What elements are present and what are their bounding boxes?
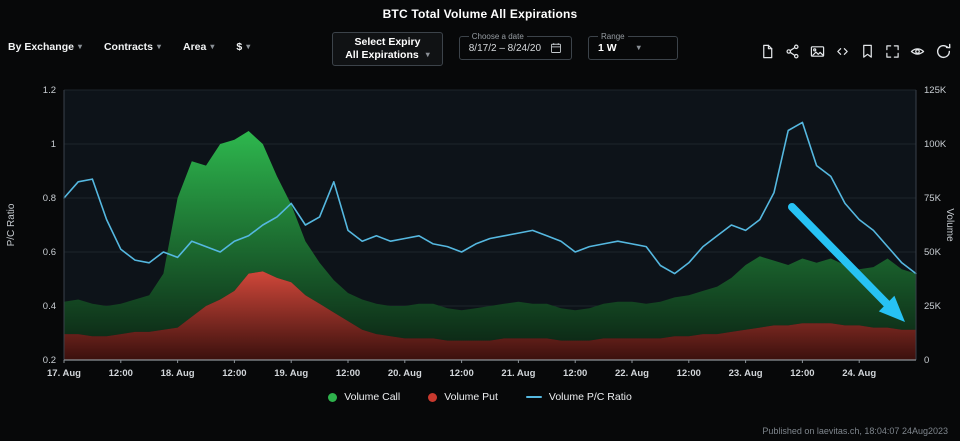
publish-caption: Published on laevitas.ch, 18:04:07 24Aug… bbox=[762, 426, 948, 436]
expiry-label: Select Expiry bbox=[354, 36, 421, 48]
x-axis-ticks: 17. Aug 12:00 18. Aug 12:00 19. Aug 12:00 20. … bbox=[47, 360, 876, 379]
svg-text:12:00: 12:00 bbox=[336, 368, 360, 379]
svg-text:22. Aug: 22. Aug bbox=[615, 368, 649, 379]
svg-text:0.2: 0.2 bbox=[43, 355, 56, 366]
page-title: BTC Total Volume All Expirations bbox=[382, 7, 578, 21]
annotation-arrow bbox=[788, 203, 905, 322]
legend-label: Volume Call bbox=[344, 391, 401, 403]
svg-text:23. Aug: 23. Aug bbox=[729, 368, 763, 379]
toolbar-icons bbox=[760, 30, 952, 60]
chevron-down-icon: ▾ bbox=[77, 42, 82, 51]
range-dropdown[interactable]: Range 1 W ▾ bbox=[588, 32, 679, 60]
svg-text:0: 0 bbox=[924, 355, 929, 366]
chevron-down-icon: ▾ bbox=[156, 42, 161, 51]
svg-text:12:00: 12:00 bbox=[449, 368, 473, 379]
left-axis-title: P/C Ratio bbox=[6, 203, 17, 246]
svg-text:50K: 50K bbox=[924, 247, 942, 258]
center-controls: Select Expiry All Expirations ▾ Choose a… bbox=[332, 30, 679, 66]
svg-text:75K: 75K bbox=[924, 193, 942, 204]
chevron-down-icon: ▾ bbox=[210, 42, 215, 51]
eye-icon[interactable] bbox=[910, 44, 925, 59]
volume-put-area bbox=[64, 271, 916, 360]
filter-label: $ bbox=[236, 41, 243, 53]
chevron-down-icon: ▾ bbox=[246, 42, 251, 51]
svg-text:17. Aug: 17. Aug bbox=[47, 368, 81, 379]
svg-text:18. Aug: 18. Aug bbox=[161, 368, 195, 379]
put-series-marker bbox=[428, 392, 438, 402]
volume-chart-canvas[interactable]: 0.2 0.4 0.6 0.8 1 1.2 0 25K 50K 75K 100K 125K 17. Au… bbox=[0, 80, 960, 386]
svg-text:12:00: 12:00 bbox=[222, 368, 246, 379]
svg-text:0.8: 0.8 bbox=[43, 193, 56, 204]
legend-label: Volume P/C Ratio bbox=[548, 391, 632, 403]
left-axis-ticks: 0.2 0.4 0.6 0.8 1 1.2 bbox=[43, 85, 56, 366]
expiry-value: All Expirations bbox=[345, 49, 419, 61]
filter-label: Contracts bbox=[103, 41, 153, 53]
legend-item-volume-put[interactable]: Volume Put bbox=[428, 391, 498, 403]
chevron-down-icon: ▾ bbox=[636, 43, 641, 52]
svg-text:12:00: 12:00 bbox=[677, 368, 701, 379]
svg-text:24. Aug: 24. Aug bbox=[842, 368, 876, 379]
date-range-value: 8/17/2 – 8/24/20 bbox=[468, 42, 542, 54]
toolbar: By Exchange ▾ Contracts ▾ Area ▾ $ ▾ Sel… bbox=[0, 28, 960, 80]
right-axis-title: Volume bbox=[944, 208, 955, 242]
legend-item-pc-ratio[interactable]: Volume P/C Ratio bbox=[525, 391, 632, 403]
svg-text:25K: 25K bbox=[924, 301, 942, 312]
svg-text:1: 1 bbox=[51, 139, 56, 150]
svg-text:19. Aug: 19. Aug bbox=[274, 368, 308, 379]
filter-label: By Exchange bbox=[8, 41, 74, 53]
legend-item-volume-call[interactable]: Volume Call bbox=[328, 391, 400, 403]
bookmark-icon[interactable] bbox=[860, 44, 875, 59]
filter-contracts[interactable]: Contracts ▾ bbox=[104, 41, 161, 53]
file-export-icon[interactable] bbox=[760, 44, 775, 59]
legend-label: Volume Put bbox=[444, 391, 498, 403]
svg-text:1.2: 1.2 bbox=[43, 85, 56, 96]
svg-text:12:00: 12:00 bbox=[563, 368, 587, 379]
date-range-label: Choose a date bbox=[471, 32, 524, 41]
chevron-down-icon: ▾ bbox=[425, 50, 430, 59]
svg-text:0.4: 0.4 bbox=[43, 301, 56, 312]
volume-call-area bbox=[64, 131, 916, 341]
range-label: Range bbox=[601, 32, 625, 41]
filter-currency[interactable]: $ ▾ bbox=[236, 41, 250, 53]
svg-text:20. Aug: 20. Aug bbox=[388, 368, 422, 379]
svg-text:21. Aug: 21. Aug bbox=[501, 368, 535, 379]
svg-text:12:00: 12:00 bbox=[790, 368, 814, 379]
chart-area: 0.2 0.4 0.6 0.8 1 1.2 0 25K 50K 75K 100K 125K 17. Au… bbox=[0, 80, 960, 386]
chart-legend: Volume Call Volume Put Volume P/C Ratio bbox=[0, 386, 960, 408]
pc-ratio-line bbox=[63, 121, 917, 275]
filter-group: By Exchange ▾ Contracts ▾ Area ▾ $ ▾ bbox=[8, 30, 250, 53]
share-icon[interactable] bbox=[785, 44, 800, 59]
right-axis-ticks: 0 25K 50K 75K 100K 125K bbox=[924, 85, 947, 366]
fullscreen-icon[interactable] bbox=[885, 44, 900, 59]
title-bar: BTC Total Volume All Expirations bbox=[0, 0, 960, 28]
filter-by-exchange[interactable]: By Exchange ▾ bbox=[8, 41, 82, 53]
range-value: 1 W bbox=[598, 42, 617, 54]
image-download-icon[interactable] bbox=[810, 44, 825, 59]
ratio-series-marker bbox=[525, 395, 542, 399]
calendar-icon[interactable] bbox=[550, 42, 562, 54]
call-series-marker bbox=[328, 392, 338, 402]
date-range-picker[interactable]: Choose a date 8/17/2 – 8/24/20 bbox=[458, 32, 573, 60]
svg-text:125K: 125K bbox=[924, 85, 947, 96]
refresh-icon[interactable] bbox=[935, 43, 952, 60]
expiry-dropdown[interactable]: Select Expiry All Expirations ▾ bbox=[332, 32, 443, 66]
filter-label: Area bbox=[183, 41, 207, 53]
svg-text:100K: 100K bbox=[924, 139, 947, 150]
svg-text:12:00: 12:00 bbox=[109, 368, 133, 379]
embed-icon[interactable] bbox=[835, 44, 850, 59]
filter-area[interactable]: Area ▾ bbox=[183, 41, 214, 53]
svg-text:0.6: 0.6 bbox=[43, 247, 56, 258]
